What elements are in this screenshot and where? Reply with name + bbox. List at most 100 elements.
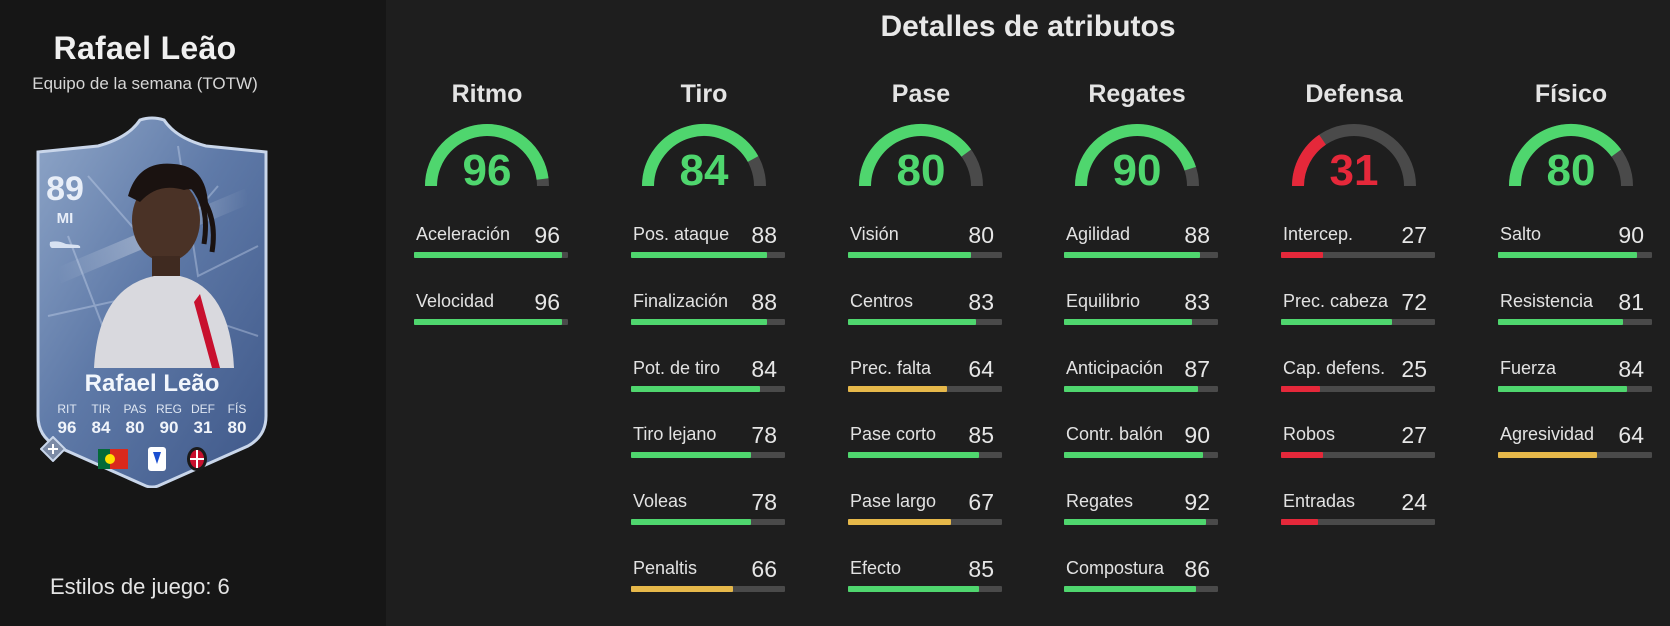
card-stat-value: 80	[227, 418, 247, 437]
section-title: Detalles de atributos	[880, 10, 1176, 43]
stat-bar-fill	[631, 586, 733, 592]
stat-bar-fill	[1498, 252, 1637, 258]
stat-value: 64	[968, 356, 994, 382]
stat-row: Finalización 88	[631, 289, 785, 335]
card-stat-value: 84	[91, 418, 111, 437]
stat-bar	[1498, 252, 1652, 258]
stat-value: 92	[1184, 489, 1210, 515]
stat-bar	[414, 319, 568, 325]
stat-row: Penaltis 66	[631, 556, 785, 602]
stat-label: Agresividad	[1500, 424, 1595, 444]
stat-value: 80	[968, 222, 994, 248]
category-rating: 84	[679, 146, 729, 195]
stat-bar-fill	[631, 252, 767, 258]
stat-label: Centros	[850, 291, 914, 311]
stat-label: Pase corto	[850, 424, 937, 444]
stat-bar-fill	[848, 586, 979, 592]
stat-bar-fill	[848, 519, 952, 525]
stat-bar	[1064, 586, 1218, 592]
stat-bar-fill	[1064, 386, 1198, 392]
stat-value: 84	[751, 356, 777, 382]
stat-label: Robos	[1283, 424, 1336, 444]
stat-label: Agilidad	[1066, 224, 1131, 244]
stat-row: Entradas 24	[1281, 489, 1435, 535]
stat-bar	[1281, 386, 1435, 392]
card-stat-label: DEF	[191, 402, 215, 416]
stat-bar	[1281, 319, 1435, 325]
attribute-details: Detalles de atributos Ritmo 96 Aceleración…	[386, 0, 1670, 626]
stat-value: 96	[534, 222, 560, 248]
stat-bar-fill	[631, 319, 767, 325]
stat-value: 85	[968, 422, 994, 448]
playstyles-count[interactable]: Estilos de juego: 6	[50, 574, 230, 599]
attribute-column-5: Físico 80 Salto 90 Resistencia 81 Fuerza 84 Agre…	[1486, 0, 1656, 626]
stat-bar-fill	[414, 252, 562, 258]
card-stat-value: 31	[193, 418, 213, 437]
gauge-fill	[425, 124, 549, 187]
stat-bar-fill	[1064, 452, 1203, 458]
stat-row: Agresividad 64	[1498, 422, 1652, 468]
card-stat-label: PAS	[123, 402, 147, 416]
category-name: Físico	[1534, 80, 1608, 108]
stat-value: 85	[968, 556, 994, 582]
stat-value: 24	[1401, 489, 1427, 515]
player-card[interactable]: 89 MI Rafael Leão RIT 96 TIR 84 PAS 80 REG 9…	[28, 116, 276, 488]
stat-label: Contr. balón	[1066, 424, 1164, 444]
stat-label: Efecto	[850, 558, 902, 578]
player-card-type: Equipo de la semana (TOTW)	[32, 74, 258, 93]
stat-bar	[1064, 519, 1218, 525]
stat-value: 25	[1401, 356, 1427, 382]
stat-label: Pos. ataque	[633, 224, 730, 244]
category-gauge	[1292, 124, 1416, 187]
card-stat-value: 96	[57, 418, 77, 437]
stat-value: 78	[751, 489, 777, 515]
ac-milan-crest-icon	[187, 447, 207, 471]
gauge-fill	[1292, 134, 1327, 187]
stat-bar	[631, 386, 785, 392]
stat-label: Salto	[1500, 224, 1542, 244]
category-rating: 31	[1329, 146, 1379, 195]
stat-row: Prec. falta 64	[848, 356, 1002, 402]
card-stat-label: TIR	[91, 402, 111, 416]
stat-bar	[1064, 319, 1218, 325]
card-stat-value: 90	[159, 418, 179, 437]
stat-row: Contr. balón 90	[1064, 422, 1218, 468]
category-gauge	[1509, 124, 1633, 187]
category-rating: 80	[1546, 146, 1596, 195]
stat-bar	[848, 452, 1002, 458]
player-name: Rafael Leão	[53, 30, 237, 66]
stat-row: Pot. de tiro 84	[631, 356, 785, 402]
stat-bar	[414, 252, 568, 258]
stat-bar-fill	[848, 319, 976, 325]
category-name: Pase	[891, 80, 951, 108]
stat-value: 64	[1618, 422, 1644, 448]
stat-row: Regates 92	[1064, 489, 1218, 535]
stat-row: Visión 80	[848, 222, 1002, 268]
category-gauge	[642, 124, 766, 187]
stat-value: 88	[1184, 222, 1210, 248]
stat-bar	[1064, 452, 1218, 458]
card-stat: DEF 31	[186, 402, 220, 438]
stat-value: 78	[751, 422, 777, 448]
stat-value: 67	[968, 489, 994, 515]
category-gauge	[1075, 124, 1199, 187]
stat-label: Fuerza	[1500, 358, 1557, 378]
stat-bar	[1498, 386, 1652, 392]
gauge-fill	[1075, 124, 1196, 187]
stat-label: Intercep.	[1283, 224, 1354, 244]
stat-row: Centros 83	[848, 289, 1002, 335]
stat-row: Anticipación 87	[1064, 356, 1218, 402]
attribute-column-4: Defensa 31 Intercep. 27 Prec. cabeza 72 Cap. d…	[1269, 0, 1439, 626]
stat-value: 88	[751, 289, 777, 315]
stat-bar-fill	[631, 519, 752, 525]
stat-value: 86	[1184, 556, 1210, 582]
attribute-column-0: Ritmo 96 Aceleración 96 Velocidad 96	[402, 0, 572, 626]
category-name: Defensa	[1305, 80, 1403, 108]
category-rating: 80	[896, 146, 946, 195]
stat-row: Efecto 85	[848, 556, 1002, 602]
stat-bar-fill	[631, 386, 761, 392]
stat-label: Resistencia	[1500, 291, 1594, 311]
stat-label: Equilibrio	[1066, 291, 1141, 311]
stat-row: Equilibrio 83	[1064, 289, 1218, 335]
